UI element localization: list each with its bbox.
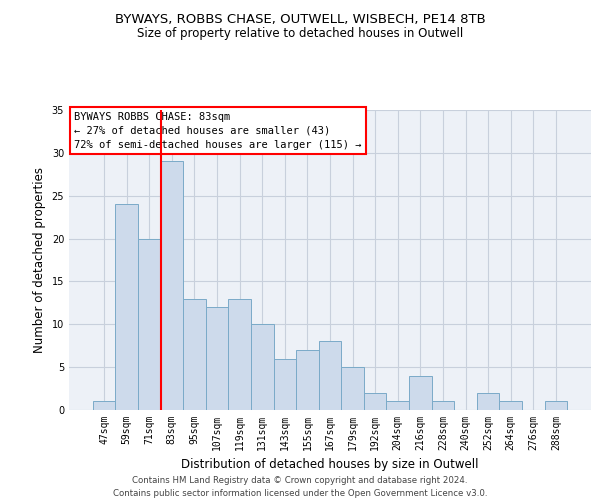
Bar xyxy=(341,367,364,410)
Bar xyxy=(477,393,499,410)
Bar xyxy=(229,298,251,410)
Bar xyxy=(431,402,454,410)
Bar xyxy=(386,402,409,410)
Bar xyxy=(499,402,522,410)
Text: BYWAYS, ROBBS CHASE, OUTWELL, WISBECH, PE14 8TB: BYWAYS, ROBBS CHASE, OUTWELL, WISBECH, P… xyxy=(115,12,485,26)
X-axis label: Distribution of detached houses by size in Outwell: Distribution of detached houses by size … xyxy=(181,458,479,471)
Bar xyxy=(183,298,206,410)
Bar xyxy=(319,342,341,410)
Bar xyxy=(161,162,183,410)
Bar xyxy=(409,376,431,410)
Bar xyxy=(115,204,138,410)
Bar xyxy=(251,324,274,410)
Text: BYWAYS ROBBS CHASE: 83sqm
← 27% of detached houses are smaller (43)
72% of semi-: BYWAYS ROBBS CHASE: 83sqm ← 27% of detac… xyxy=(74,112,362,150)
Bar xyxy=(274,358,296,410)
Bar xyxy=(364,393,386,410)
Bar xyxy=(138,238,161,410)
Y-axis label: Number of detached properties: Number of detached properties xyxy=(33,167,46,353)
Bar xyxy=(545,402,567,410)
Text: Contains HM Land Registry data © Crown copyright and database right 2024.
Contai: Contains HM Land Registry data © Crown c… xyxy=(113,476,487,498)
Bar xyxy=(206,307,229,410)
Text: Size of property relative to detached houses in Outwell: Size of property relative to detached ho… xyxy=(137,28,463,40)
Bar xyxy=(93,402,115,410)
Bar xyxy=(296,350,319,410)
